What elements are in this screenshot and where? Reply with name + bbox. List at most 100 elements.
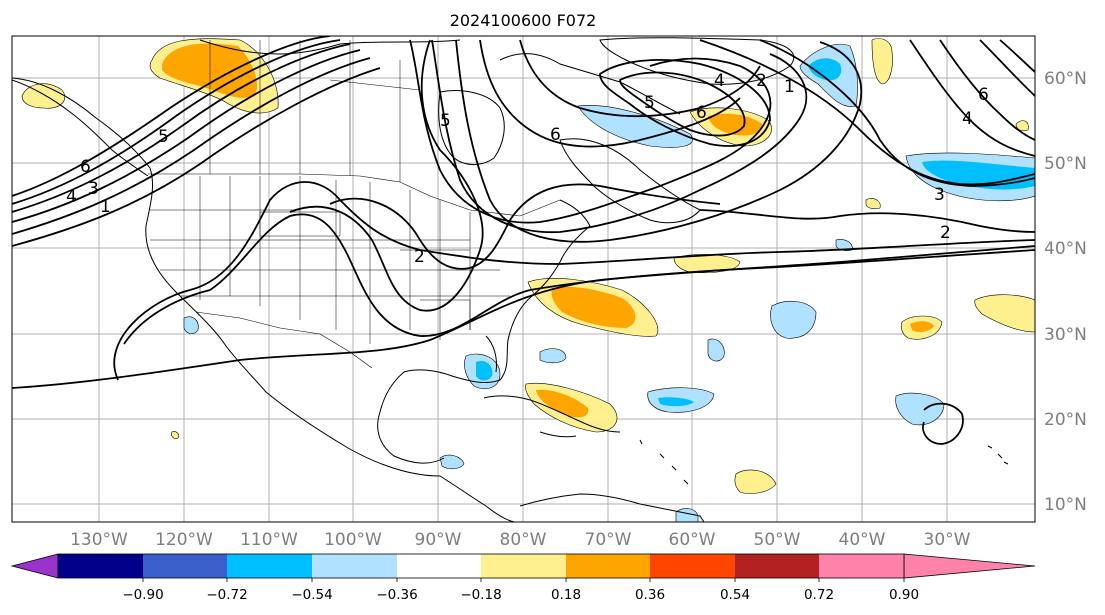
north-america-east-coast bbox=[377, 199, 591, 464]
latitude-label: 50°N bbox=[1044, 154, 1087, 174]
hudson-bay bbox=[438, 90, 505, 165]
contour-line bbox=[999, 39, 1035, 73]
anomaly-shading bbox=[21, 38, 1035, 522]
latitude-label: 30°N bbox=[1044, 325, 1087, 345]
colorbar-swatch bbox=[735, 554, 819, 578]
longitude-label: 30°W bbox=[924, 530, 971, 550]
alaska bbox=[12, 79, 149, 177]
anomaly-negative bbox=[895, 392, 945, 426]
contour-label: 3 bbox=[934, 185, 945, 205]
anomaly-positive-core bbox=[910, 321, 934, 333]
anomaly-positive bbox=[734, 469, 777, 494]
longitude-label: 110°W bbox=[240, 530, 298, 550]
anomaly-positive-core bbox=[536, 389, 589, 418]
anomaly-negative-core bbox=[922, 160, 1035, 190]
labrador bbox=[559, 138, 701, 224]
colorbar-tick-label: 0.72 bbox=[804, 587, 834, 603]
contour-line bbox=[12, 67, 381, 247]
contour-label: 2 bbox=[756, 71, 767, 91]
longitude-label: 100°W bbox=[324, 530, 382, 550]
contour-line bbox=[12, 39, 341, 205]
contour-label: 4 bbox=[714, 71, 725, 91]
contour-line bbox=[759, 39, 1035, 187]
contour-line bbox=[699, 209, 1035, 233]
contour-label: 2 bbox=[414, 247, 425, 267]
contour-line bbox=[619, 71, 746, 137]
longitude-label: 130°W bbox=[70, 530, 128, 550]
colorbar: −0.90 −0.72 −0.54 −0.36 −0.18 0.18 0.36 0.54 0.7… bbox=[10, 553, 1036, 603]
south-america-north bbox=[519, 493, 705, 522]
contour-line bbox=[599, 59, 771, 147]
anomaly-positive-core bbox=[551, 286, 636, 328]
colorbar-tick-label: −0.36 bbox=[376, 587, 417, 603]
contour-label: 1 bbox=[784, 77, 795, 97]
contour-label: 1 bbox=[100, 197, 111, 217]
contour-label: 6 bbox=[550, 125, 561, 145]
colorbar-tick-label: −0.72 bbox=[206, 587, 247, 603]
gridlines bbox=[12, 36, 1035, 522]
contour-line bbox=[519, 39, 761, 118]
contour-label: 2 bbox=[940, 223, 951, 243]
contour-line bbox=[12, 49, 361, 223]
us-mexico-border bbox=[195, 311, 373, 369]
florida bbox=[485, 335, 497, 373]
longitude-label: 80°W bbox=[500, 530, 547, 550]
coastlines bbox=[12, 37, 1009, 522]
latitude-label: 20°N bbox=[1044, 410, 1087, 430]
contour-line bbox=[909, 39, 1035, 157]
contour-label: 5 bbox=[644, 93, 655, 113]
anomaly-negative bbox=[770, 300, 817, 339]
contour-line bbox=[979, 39, 1035, 97]
longitude-labels: 130°W 120°W 110°W 100°W 90°W 80°W 70°W 60°W 50°W… bbox=[70, 530, 971, 550]
anomaly-negative bbox=[439, 454, 465, 470]
longitude-label: 40°W bbox=[839, 530, 886, 550]
anomaly-negative bbox=[835, 239, 853, 252]
anomaly-positive bbox=[871, 38, 893, 85]
contour-line bbox=[12, 245, 1035, 389]
latitude-label: 10°N bbox=[1044, 495, 1087, 515]
anomaly-positive-core bbox=[162, 43, 258, 98]
contour-line bbox=[289, 39, 484, 312]
colorbar-swatch bbox=[227, 554, 312, 578]
contour-label: 4 bbox=[66, 187, 77, 207]
latitude-label: 60°N bbox=[1044, 69, 1087, 89]
colorbar-swatch bbox=[58, 554, 143, 578]
contour-line bbox=[922, 402, 964, 445]
longitude-label: 60°W bbox=[669, 530, 716, 550]
colorbar-tick-label: 0.54 bbox=[720, 587, 750, 603]
longitude-label: 120°W bbox=[155, 530, 213, 550]
colorbar-tick-label: −0.18 bbox=[460, 587, 501, 603]
anomaly-negative-core bbox=[808, 58, 842, 81]
contour-lines bbox=[12, 36, 1035, 445]
anomaly-negative bbox=[707, 338, 725, 362]
cuba bbox=[483, 395, 621, 438]
canada-north bbox=[199, 39, 681, 115]
colorbar-tick-label: −0.54 bbox=[291, 587, 332, 603]
colorbar-tick-label: −0.90 bbox=[122, 587, 163, 603]
contour-label: 5 bbox=[440, 111, 451, 131]
colorbar-swatch bbox=[481, 554, 566, 578]
colorbar-tick-label: 0.90 bbox=[889, 587, 919, 603]
contour-labels: 5 6 4 3 1 2 5 6 4 2 1 5 6 3 2 6 4 bbox=[66, 71, 989, 267]
anomaly-positive bbox=[171, 431, 179, 439]
contour-line bbox=[939, 39, 1035, 141]
colorbar-swatch bbox=[819, 554, 904, 578]
colorbar-swatch bbox=[650, 554, 735, 578]
map-frame bbox=[11, 35, 1036, 523]
colorbar-swatch bbox=[397, 554, 481, 578]
contour-line bbox=[409, 39, 772, 224]
colorbar-swatch bbox=[143, 554, 227, 578]
colorbar-extend-min bbox=[10, 553, 59, 579]
contour-line bbox=[479, 39, 741, 148]
contour-label: 3 bbox=[88, 179, 99, 199]
contour-label: 6 bbox=[80, 157, 91, 177]
anomaly-positive bbox=[21, 83, 66, 109]
contour-line bbox=[12, 43, 351, 213]
contour-label: 6 bbox=[978, 85, 989, 105]
anomaly-positive bbox=[865, 198, 881, 210]
caribbean-islands bbox=[639, 439, 1009, 485]
us-state-borders bbox=[150, 176, 510, 344]
contour-line bbox=[699, 39, 1035, 186]
contour-line bbox=[12, 36, 331, 197]
latitude-labels: 60°N 50°N 40°N 30°N 20°N 10°N bbox=[1044, 69, 1087, 515]
